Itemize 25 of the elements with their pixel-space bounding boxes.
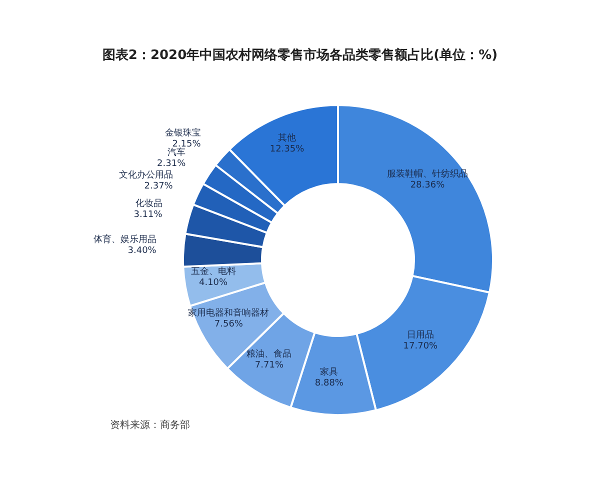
slice-label: 五金、电料 <box>190 266 236 277</box>
slice-label: 化妆品 <box>135 198 162 210</box>
text: 资料来源：商务部 <box>110 418 190 432</box>
data-label: 28.36% <box>410 180 446 191</box>
slice-label: 汽车 <box>168 146 186 158</box>
data-label: 2.31% <box>157 158 186 169</box>
slice-label: 体育、娱乐用品 <box>93 234 156 245</box>
slice-label: 家具 <box>320 366 338 378</box>
data-label: 17.70% <box>403 341 438 352</box>
data-label: 3.11% <box>134 210 163 220</box>
data-label: 7.56% <box>214 319 244 330</box>
data-label: 12.35% <box>270 144 305 155</box>
slice-label: 粮油、食品 <box>246 348 292 360</box>
data-label: 7.71% <box>254 360 284 370</box>
data-label: 4.10% <box>199 278 228 288</box>
data-label: 3.40% <box>128 246 157 256</box>
slice-label: 服装鞋帽、针纺织品 <box>386 168 468 180</box>
slice-label: 其他 <box>278 132 296 144</box>
data-label: 8.88% <box>314 378 344 388</box>
chart-title: 图表2：2020年中国农村网络零售市场各品类零售额占比(单位：%) <box>101 46 499 64</box>
slice-label: 日用品 <box>406 329 434 340</box>
slice-label: 金银珠宝 <box>164 127 201 138</box>
slice-label: 文化办公用品 <box>118 170 173 181</box>
data-label: 2.37% <box>144 182 174 192</box>
slice-label: 家用电器和音响器材 <box>188 307 270 318</box>
